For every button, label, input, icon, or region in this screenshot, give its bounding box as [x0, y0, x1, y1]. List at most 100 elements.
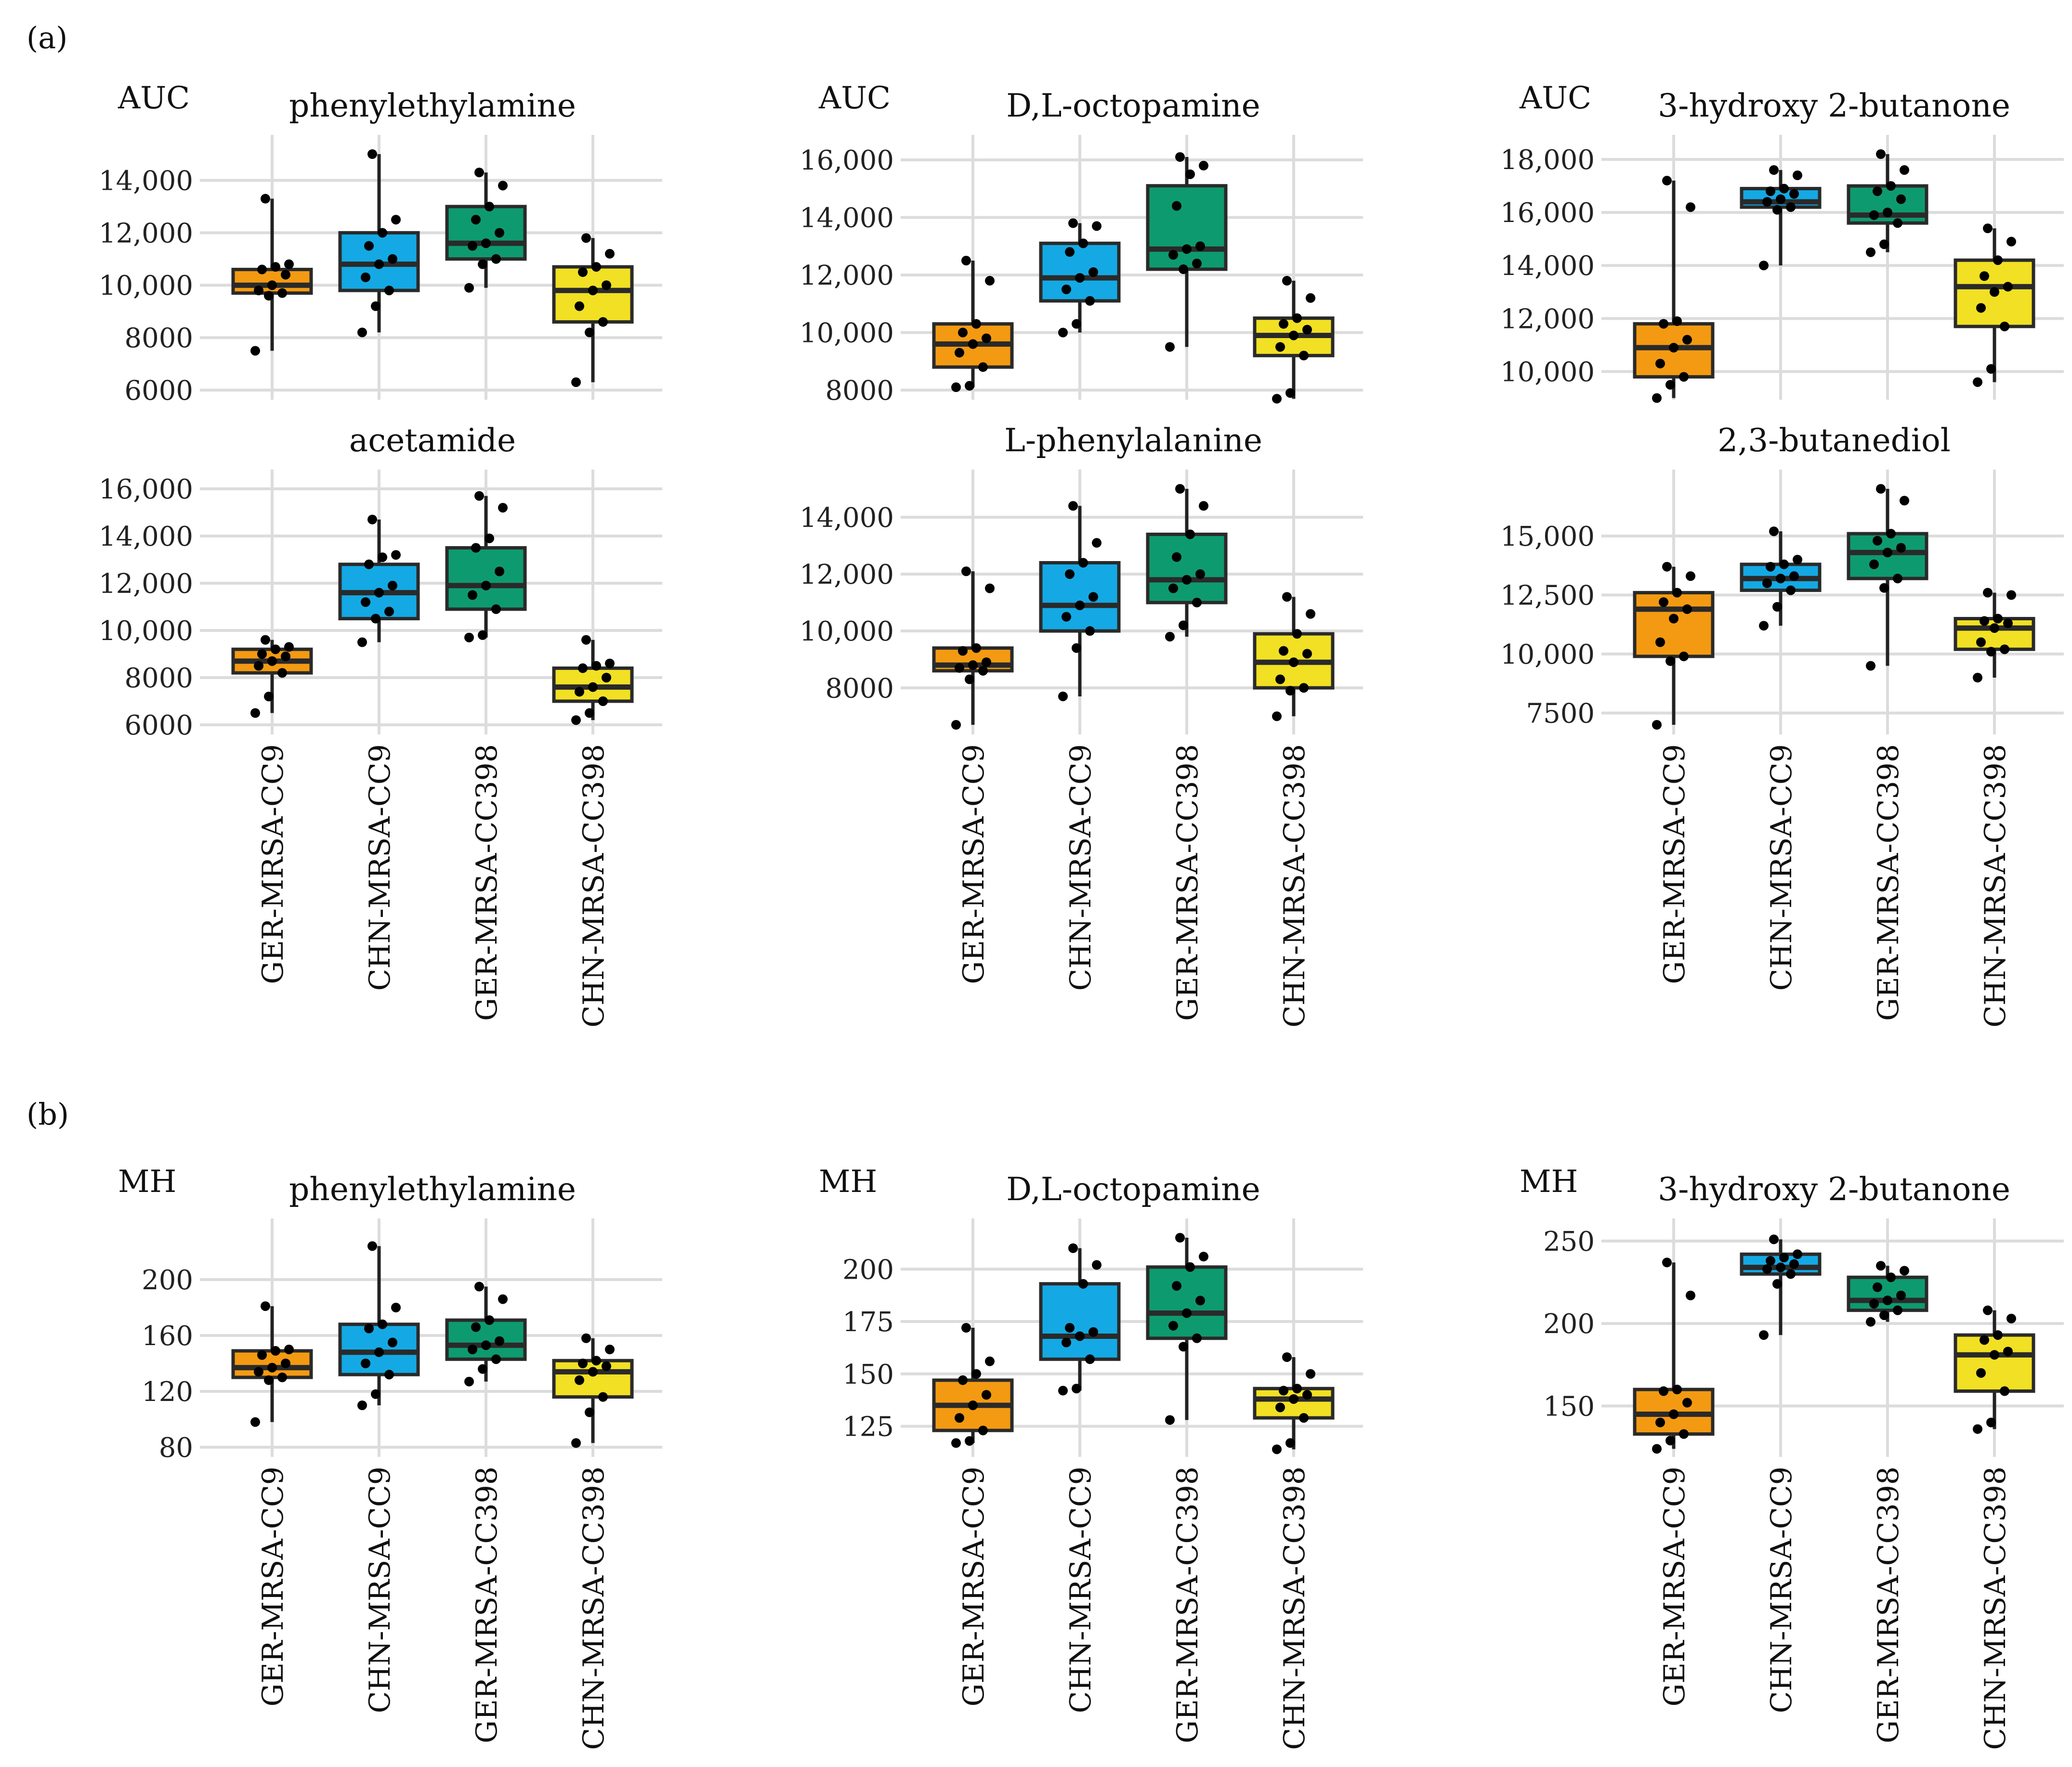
data-point [1876, 1261, 1886, 1271]
data-point [1292, 1384, 1302, 1394]
data-point [1292, 629, 1302, 639]
box [445, 205, 527, 261]
data-point [1068, 1243, 1078, 1253]
data-point [1786, 585, 1796, 595]
data-point [284, 642, 294, 652]
box [1146, 184, 1228, 271]
data-point [1289, 1394, 1298, 1404]
data-point [378, 552, 387, 563]
box [445, 1318, 527, 1361]
data-point [391, 550, 401, 560]
data-point [1789, 189, 1799, 199]
data-point [1980, 1335, 1989, 1345]
data-point [481, 1340, 491, 1350]
y-tick-label: 14,000 [1500, 250, 1595, 282]
data-point [1886, 1272, 1896, 1283]
data-point [1769, 526, 1779, 537]
data-point [1682, 604, 1692, 614]
data-point [1669, 342, 1679, 353]
data-point [1279, 319, 1288, 329]
data-point [1175, 1233, 1185, 1243]
data-point [478, 630, 487, 640]
x-tick-label: CHN-MRSA-CC398 [1278, 1466, 1311, 1750]
x-tick-label: CHN-MRSA-CC398 [1278, 744, 1311, 1028]
data-point [2000, 644, 2009, 654]
data-point [1869, 1299, 1879, 1309]
data-point [982, 657, 991, 668]
data-point [1655, 637, 1665, 647]
data-point [1652, 720, 1662, 730]
data-point [2006, 236, 2016, 247]
data-point [468, 1345, 477, 1354]
data-point [1893, 1305, 1902, 1315]
data-point [1659, 319, 1668, 329]
box [1039, 241, 1121, 303]
data-point [1652, 393, 1662, 403]
panel-label-a: (a) [26, 20, 67, 55]
y-tick-label: 6000 [124, 710, 193, 741]
data-point [1772, 1279, 1782, 1289]
x-tick-label: GER-MRSA-CC398 [470, 1466, 504, 1743]
y-tick-label: 12,000 [800, 260, 894, 291]
data-point [468, 241, 477, 251]
data-point [1299, 1413, 1309, 1423]
data-point [277, 668, 287, 678]
data-point [1766, 1256, 1775, 1266]
data-point [581, 1333, 591, 1343]
data-point [364, 241, 374, 251]
data-point [602, 1361, 611, 1371]
data-point [1866, 1317, 1875, 1327]
x-tick-label: CHN-MRSA-CC398 [577, 744, 611, 1028]
data-point [1185, 1262, 1195, 1272]
data-point [1092, 221, 1102, 231]
x-tick-label: CHN-MRSA-CC398 [1979, 744, 2012, 1028]
y-axis-label: MH [1520, 1164, 1578, 1200]
data-point [2006, 1313, 2016, 1323]
x-tick-label: GER-MRSA-CC9 [1658, 744, 1692, 984]
data-point [1179, 264, 1188, 275]
data-point [1900, 496, 1909, 506]
data-point [1192, 1333, 1202, 1343]
box [338, 1322, 420, 1376]
x-tick-label: GER-MRSA-CC398 [1171, 744, 1205, 1021]
data-point [1058, 1386, 1068, 1396]
y-tick-label: 10,000 [800, 616, 894, 647]
data-point [498, 1294, 508, 1304]
data-point [264, 291, 274, 301]
y-tick-label: 120 [142, 1376, 193, 1408]
data-point [1195, 1296, 1205, 1306]
chart-1: 6000 8000 10,000 12,000 14,000 AUC phenylethyl… [99, 80, 662, 406]
data-point [1285, 1438, 1295, 1448]
data-point [371, 1389, 380, 1399]
data-point [1893, 218, 1902, 228]
y-tick-label: 12,000 [99, 568, 193, 600]
data-point [1655, 1417, 1665, 1427]
chart-6: 7500 10,000 12,500 15,000 2,3-butanediol GER-… [1500, 422, 2064, 1028]
data-point [1302, 649, 1312, 659]
data-point [1665, 380, 1675, 390]
data-point [281, 651, 290, 661]
data-point [1062, 1337, 1071, 1348]
data-point [281, 270, 290, 280]
data-point [575, 1375, 584, 1385]
data-point [1766, 562, 1775, 572]
data-point [1669, 1409, 1679, 1419]
data-point [985, 583, 995, 593]
data-point [1669, 614, 1679, 624]
data-point [491, 1354, 501, 1364]
data-point [1665, 1436, 1675, 1446]
data-point [1088, 592, 1098, 602]
data-point [588, 1367, 598, 1377]
data-point [1973, 377, 1982, 387]
data-point [271, 644, 280, 654]
y-tick-label: 160 [142, 1321, 193, 1352]
data-point [571, 1438, 581, 1448]
data-point [1192, 259, 1202, 269]
data-point [1092, 1260, 1102, 1270]
data-point [261, 1301, 270, 1311]
y-tick-label: 10,000 [1500, 356, 1595, 388]
y-tick-label: 14,000 [800, 202, 894, 234]
data-point [468, 590, 477, 600]
y-tick-label: 8000 [825, 673, 894, 704]
data-point [578, 663, 588, 673]
